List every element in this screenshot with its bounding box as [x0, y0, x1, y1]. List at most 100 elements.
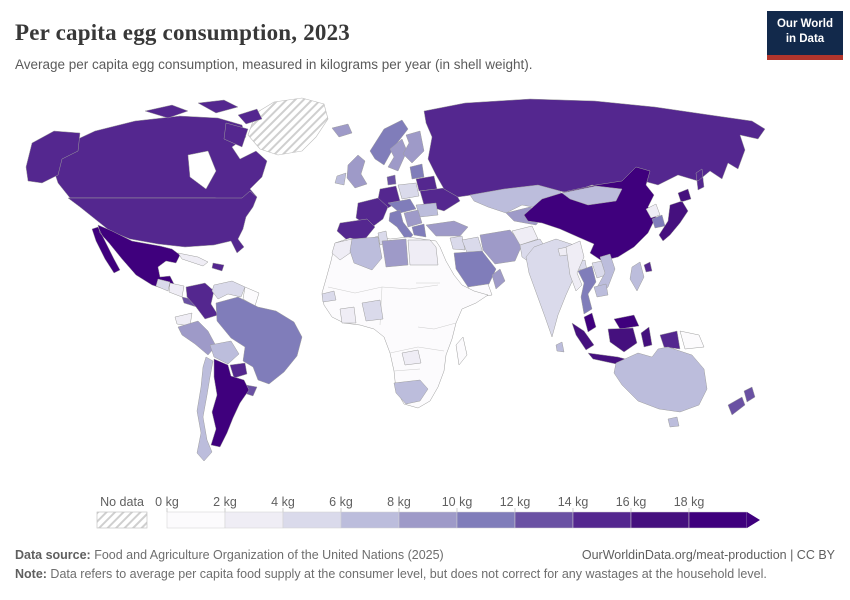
- region-taiwan[interactable]: [643, 261, 653, 273]
- region-north-korea[interactable]: [645, 203, 661, 219]
- region-mongolia[interactable]: [561, 185, 623, 206]
- region-venezuela[interactable]: [211, 280, 246, 300]
- region-mexico[interactable]: [91, 224, 181, 290]
- note-line: Note: Data refers to average per capita …: [15, 565, 835, 584]
- region-morocco[interactable]: [331, 238, 353, 261]
- region-iceland[interactable]: [331, 123, 353, 138]
- legend-no-data-swatch[interactable]: [96, 511, 148, 529]
- legend-tick-label: 2 kg: [213, 495, 237, 509]
- region-balkans[interactable]: [403, 209, 423, 228]
- owid-citation-link[interactable]: OurWorldinData.org/meat-production | CC …: [581, 548, 835, 562]
- region-tasmania[interactable]: [667, 416, 680, 428]
- legend-tick-label: 8 kg: [387, 495, 411, 509]
- region-china[interactable]: [523, 166, 657, 262]
- region-thailand[interactable]: [577, 265, 597, 315]
- region-united-kingdom[interactable]: [346, 154, 368, 189]
- region-united-states[interactable]: [67, 190, 258, 254]
- region-poland[interactable]: [397, 182, 420, 200]
- region-algeria[interactable]: [349, 236, 383, 271]
- region-ghana-cote-divoire[interactable]: [339, 306, 357, 324]
- legend-tick-label: 16 kg: [616, 495, 647, 509]
- region-papua-new-guinea[interactable]: [679, 330, 705, 350]
- legend-arrow-cap: [747, 512, 760, 528]
- legend-tick-label: 12 kg: [500, 495, 531, 509]
- region-nigeria[interactable]: [361, 299, 384, 322]
- region-bolivia[interactable]: [209, 340, 240, 365]
- region-greece[interactable]: [411, 223, 427, 238]
- data-source-text: Food and Agriculture Organization of the…: [90, 548, 444, 562]
- note-label: Note:: [15, 566, 47, 581]
- region-australia[interactable]: [613, 346, 708, 413]
- legend-bin-swatch[interactable]: [572, 511, 632, 529]
- region-new-zealand[interactable]: [727, 386, 756, 416]
- region-iran[interactable]: [479, 229, 523, 265]
- region-paraguay[interactable]: [229, 362, 248, 379]
- owid-logo-line2: in Data: [785, 32, 825, 45]
- legend-bin-swatch[interactable]: [224, 511, 284, 529]
- region-cambodia[interactable]: [593, 283, 609, 298]
- region-guatemala[interactable]: [155, 278, 171, 292]
- note-text: Data refers to average per capita food s…: [46, 566, 767, 581]
- region-argentina[interactable]: [210, 358, 250, 448]
- legend-tick-label: 0 kg: [155, 495, 179, 509]
- legend-tick-label: 4 kg: [271, 495, 295, 509]
- region-canada-arctic-islands[interactable]: [144, 99, 263, 148]
- region-malaysia[interactable]: [583, 312, 640, 333]
- region-greenland-no-data[interactable]: [247, 97, 329, 156]
- region-egypt[interactable]: [407, 239, 439, 266]
- region-sri-lanka[interactable]: [555, 341, 565, 353]
- region-norway[interactable]: [369, 119, 409, 166]
- region-honduras-nicaragua[interactable]: [168, 282, 185, 298]
- region-cuba[interactable]: [177, 252, 209, 267]
- data-source-label: Data source:: [15, 548, 91, 562]
- world-choropleth-map: [25, 97, 766, 462]
- owid-logo-line1: Our World: [776, 18, 833, 30]
- region-denmark[interactable]: [386, 174, 397, 186]
- region-belarus[interactable]: [415, 175, 438, 192]
- region-peru[interactable]: [177, 320, 217, 356]
- region-baltics[interactable]: [409, 163, 425, 180]
- region-madagascar[interactable]: [455, 336, 468, 366]
- owid-logo[interactable]: Our World in Data: [767, 11, 843, 60]
- page-title: Per capita egg consumption, 2023: [15, 20, 350, 45]
- region-japan[interactable]: [658, 188, 692, 242]
- region-afghanistan[interactable]: [511, 225, 539, 246]
- region-ireland[interactable]: [334, 172, 347, 186]
- legend-bin-swatch[interactable]: [340, 511, 400, 529]
- region-senegal[interactable]: [321, 290, 337, 303]
- region-papua-indonesia[interactable]: [659, 330, 681, 350]
- region-myanmar[interactable]: [565, 240, 585, 292]
- map-legend: No data 0 kg 2 kg 4 kg 6 kg 8 kg 10 kg 1…: [96, 495, 760, 529]
- region-south-africa[interactable]: [393, 379, 429, 405]
- legend-bin-swatch[interactable]: [166, 511, 226, 529]
- region-oman[interactable]: [491, 268, 506, 290]
- region-saudi-arabia[interactable]: [453, 250, 497, 288]
- region-libya[interactable]: [381, 238, 409, 268]
- region-philippines[interactable]: [629, 261, 645, 292]
- region-alaska[interactable]: [25, 130, 81, 184]
- region-finland[interactable]: [402, 130, 425, 164]
- legend-tick-label: 18 kg: [674, 495, 705, 509]
- legend-bin-swatch[interactable]: [514, 511, 574, 529]
- legend-bin-swatch[interactable]: [282, 511, 342, 529]
- region-russia[interactable]: [423, 98, 766, 200]
- chart-subtitle: Average per capita egg consumption, meas…: [15, 57, 533, 72]
- chart-footer: Data source: Food and Agriculture Organi…: [15, 546, 835, 584]
- legend-bin-swatch[interactable]: [456, 511, 516, 529]
- region-levant[interactable]: [449, 235, 466, 251]
- legend-tick-label: 14 kg: [558, 495, 589, 509]
- legend-bin-swatch[interactable]: [688, 511, 748, 529]
- legend-tick-label: 10 kg: [442, 495, 473, 509]
- region-chile[interactable]: [196, 356, 214, 462]
- region-sweden[interactable]: [387, 138, 408, 172]
- region-brazil[interactable]: [215, 296, 303, 385]
- region-zambia[interactable]: [401, 349, 422, 366]
- region-hispaniola[interactable]: [211, 262, 225, 272]
- legend-tick-label: 6 kg: [329, 495, 353, 509]
- region-turkey[interactable]: [425, 220, 469, 237]
- legend-bin-swatch[interactable]: [398, 511, 458, 529]
- data-source-line: Data source: Food and Agriculture Organi…: [15, 546, 444, 565]
- legend-bin-swatch[interactable]: [630, 511, 690, 529]
- region-central-europe[interactable]: [387, 198, 417, 214]
